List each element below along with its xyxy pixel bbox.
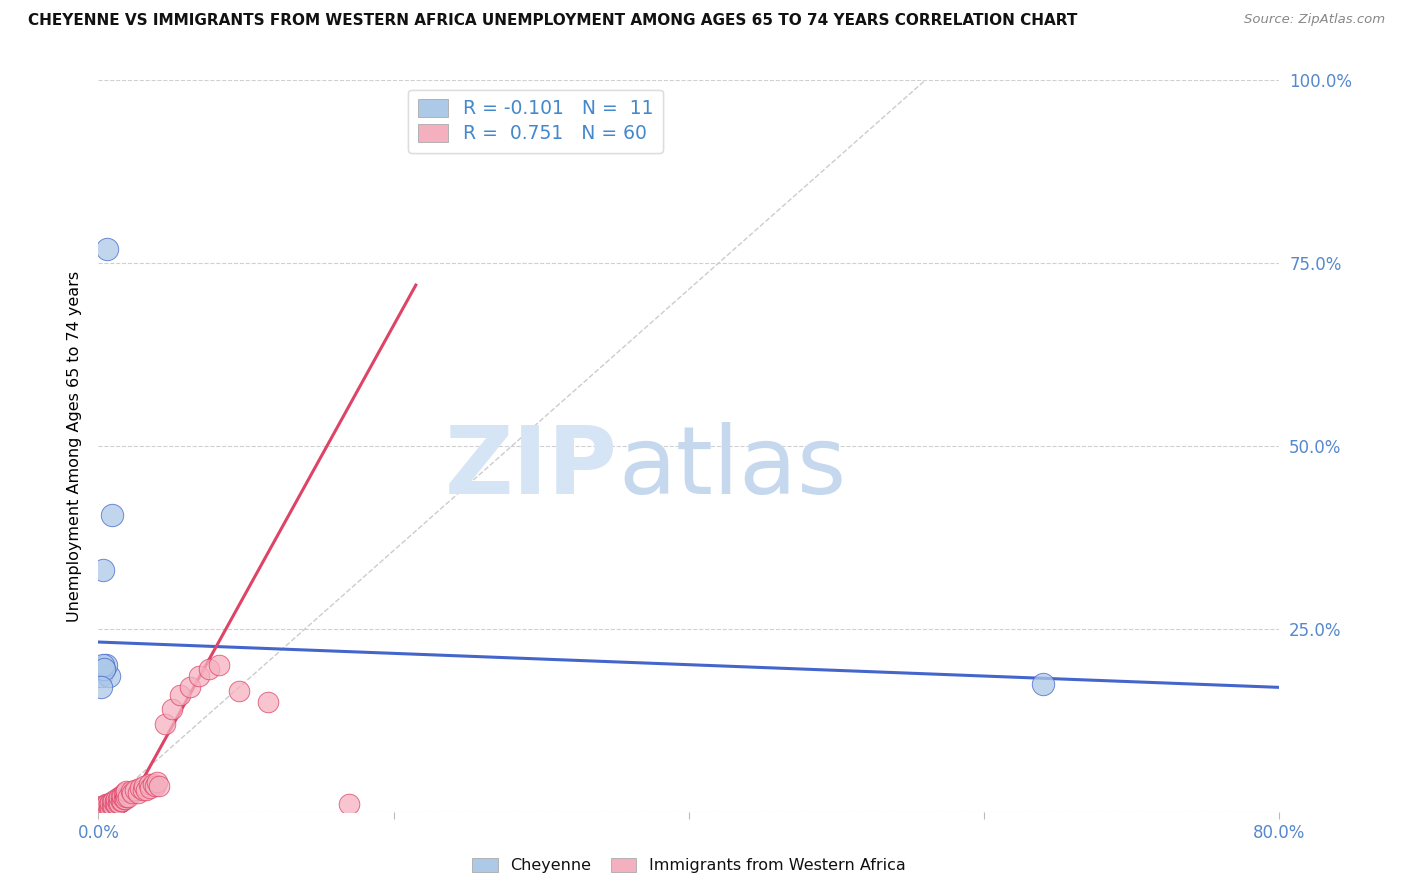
Point: [94, 801, 117, 815]
Y-axis label: Unemployment Among Ages 65 to 74 years: Unemployment Among Ages 65 to 74 years: [66, 270, 82, 622]
Point: [198, 662, 221, 676]
Point: [257, 695, 280, 709]
Point: [96, 801, 118, 815]
Point: [89, 801, 111, 815]
Point: [91, 563, 114, 577]
Text: atlas: atlas: [619, 422, 846, 514]
Point: [134, 779, 156, 793]
Legend: Cheyenne, Immigrants from Western Africa: Cheyenne, Immigrants from Western Africa: [465, 851, 912, 880]
Point: [103, 798, 125, 813]
Text: ZIP: ZIP: [446, 422, 619, 514]
Point: [100, 508, 122, 523]
Point: [111, 794, 134, 808]
Point: [93, 662, 115, 676]
Point: [120, 784, 142, 798]
Point: [94, 797, 117, 812]
Point: [91, 658, 114, 673]
Point: [117, 790, 139, 805]
Point: [138, 777, 160, 791]
Point: [98, 796, 121, 810]
Point: [90, 669, 112, 683]
Point: [1032, 676, 1054, 690]
Point: [97, 801, 120, 815]
Point: [100, 798, 122, 813]
Point: [105, 797, 128, 812]
Point: [100, 795, 122, 809]
Point: [107, 791, 129, 805]
Point: [105, 791, 128, 805]
Point: [110, 789, 132, 803]
Point: [143, 779, 166, 793]
Point: [115, 784, 138, 798]
Point: [139, 781, 162, 796]
Point: [148, 779, 170, 793]
Text: CHEYENNE VS IMMIGRANTS FROM WESTERN AFRICA UNEMPLOYMENT AMONG AGES 65 TO 74 YEAR: CHEYENNE VS IMMIGRANTS FROM WESTERN AFRI…: [28, 13, 1077, 29]
Point: [127, 787, 149, 801]
Point: [228, 684, 250, 698]
Point: [179, 681, 201, 695]
Point: [146, 775, 169, 789]
Point: [96, 797, 118, 812]
Point: [111, 789, 134, 803]
Point: [94, 658, 117, 673]
Point: [162, 702, 183, 716]
Point: [90, 681, 112, 695]
Point: [104, 797, 127, 812]
Point: [110, 794, 132, 808]
Point: [108, 796, 131, 810]
Point: [98, 801, 121, 815]
Point: [187, 669, 209, 683]
Point: [114, 791, 136, 805]
Point: [97, 669, 120, 683]
Point: [132, 782, 155, 797]
Point: [97, 797, 120, 812]
Point: [103, 794, 125, 808]
Point: [208, 658, 231, 673]
Point: [114, 787, 136, 801]
Point: [90, 801, 112, 815]
Point: [90, 798, 112, 813]
Point: [142, 777, 165, 791]
Point: [93, 798, 115, 813]
Point: [112, 791, 135, 805]
Point: [337, 797, 360, 812]
Text: Source: ZipAtlas.com: Source: ZipAtlas.com: [1244, 13, 1385, 27]
Point: [124, 782, 146, 797]
Point: [104, 794, 127, 808]
Point: [93, 662, 115, 676]
Point: [169, 688, 191, 702]
Point: [96, 242, 118, 256]
Point: [112, 787, 135, 801]
Point: [153, 717, 176, 731]
Point: [121, 787, 143, 801]
Point: [107, 796, 129, 810]
Point: [108, 790, 131, 805]
Point: [115, 790, 138, 805]
Point: [128, 781, 150, 796]
Point: [91, 801, 114, 815]
Legend: R = -0.101   N =  11, R =  0.751   N = 60: R = -0.101 N = 11, R = 0.751 N = 60: [408, 90, 662, 153]
Point: [135, 782, 157, 797]
